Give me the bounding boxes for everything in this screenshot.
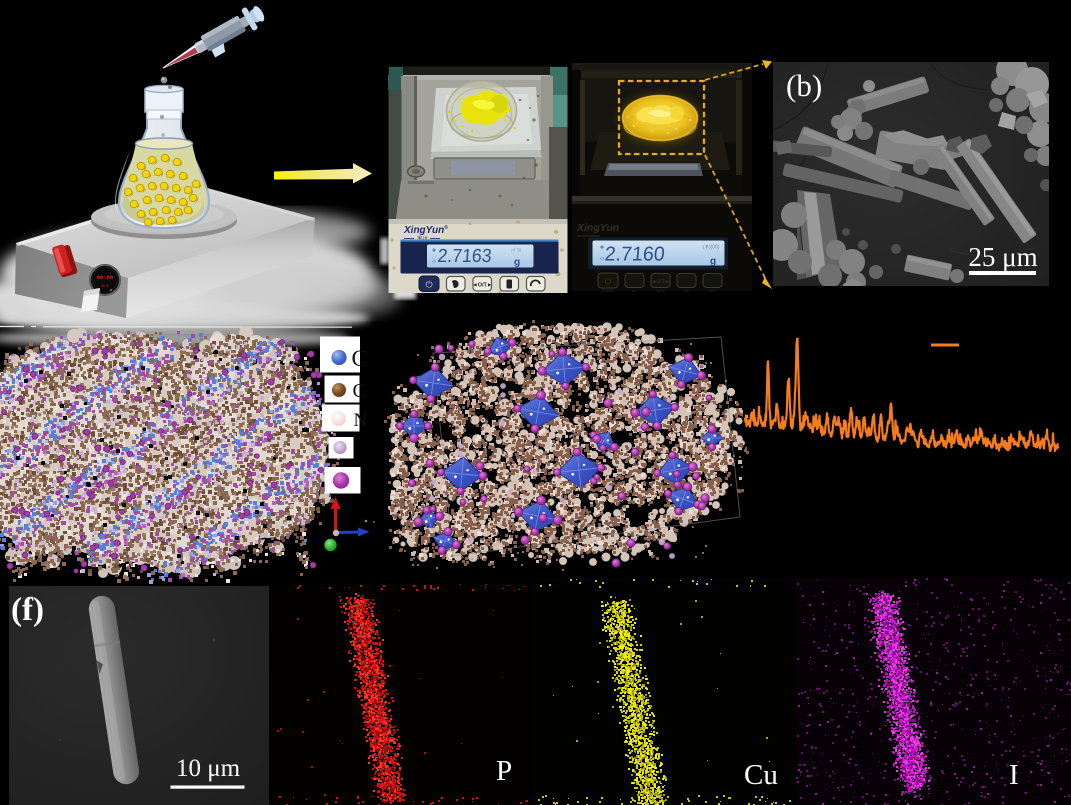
svg-text:g: g — [710, 256, 716, 267]
svg-text:㎡ ㍘: ㎡ ㍘ — [511, 247, 522, 254]
svg-text:(⬆)(00): (⬆)(00) — [703, 245, 720, 251]
svg-text:CAL: CAL — [683, 289, 690, 293]
svg-text:+: + — [600, 245, 604, 252]
svg-text:XingYun®: XingYun® — [403, 224, 448, 236]
svg-text:2.7160: 2.7160 — [604, 244, 666, 266]
svg-text:XingYun: XingYun — [576, 222, 619, 234]
svg-text:POWER: POWER — [601, 289, 615, 293]
svg-text:◄O/T►: ◄O/T► — [472, 283, 492, 289]
svg-text:○: ○ — [600, 256, 604, 263]
svg-text:N: N — [354, 410, 368, 431]
svg-text:(f): (f) — [11, 592, 44, 628]
svg-text:⏻: ⏻ — [605, 277, 612, 286]
svg-text:C: C — [352, 346, 367, 371]
svg-text:g: g — [514, 257, 520, 268]
svg-text:M2: M2 — [632, 289, 637, 293]
svg-text:TARE: TARE — [656, 289, 666, 293]
svg-text:10 μm: 10 μm — [176, 755, 241, 782]
svg-text:C: C — [353, 380, 366, 402]
svg-text:○: ○ — [432, 259, 436, 266]
svg-text:P: P — [496, 755, 512, 787]
svg-text:I: I — [1009, 759, 1019, 791]
svg-text:◄O/T►: ◄O/T► — [651, 279, 669, 285]
svg-text:+: + — [432, 248, 436, 255]
svg-text:UNIT: UNIT — [708, 289, 717, 293]
svg-text:8.8: 8.8 — [101, 285, 109, 289]
svg-text:(b): (b) — [786, 68, 822, 103]
svg-text:⏻: ⏻ — [425, 280, 432, 290]
svg-text:25 μm: 25 μm — [968, 242, 1037, 272]
svg-text:2.7163: 2.7163 — [437, 246, 493, 267]
svg-text:Cu: Cu — [744, 759, 778, 791]
svg-text:88:88: 88:88 — [97, 274, 114, 281]
svg-text:事达: 事达 — [417, 235, 429, 243]
